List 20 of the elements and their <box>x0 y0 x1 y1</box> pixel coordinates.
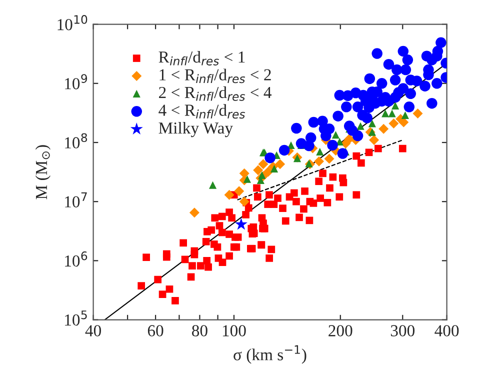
y-tick-label: 10$^{5}$ <box>65 310 87 326</box>
y-tick-label: 10$^{8}$ <box>65 133 88 148</box>
y-tick-label: 10$^{6}$ <box>65 251 88 267</box>
y-tick-label: 10$^{10}$ <box>58 15 88 30</box>
x-tick-label: 400 <box>434 325 459 336</box>
x-tick-label: 40 <box>85 325 101 336</box>
x-axis-title: σ (km s$^{−1}$) <box>234 345 306 364</box>
legend-label: 4 < R$_{infl}$/d$_{res}$ <box>158 104 246 119</box>
x-tick-label: 200 <box>328 325 352 336</box>
legend-label: Milky Way <box>158 122 233 138</box>
legend-label: R$_{infl}$/d$_{res}$ < 1 <box>158 50 245 66</box>
x-tick-label: 60 <box>148 325 164 336</box>
x-tick-label: 300 <box>390 325 415 336</box>
x-tick-label: 100 <box>222 325 246 336</box>
y-tick-label: 10$^{9}$ <box>65 74 88 90</box>
y-tick-label: 10$^{7}$ <box>65 192 87 208</box>
y-axis-title: M (M$_{⊙}$) <box>35 145 50 200</box>
legend-label: 1 < R$_{infl}$/d$_{res}$ < 2 <box>160 68 271 84</box>
x-tick-label: 80 <box>192 325 208 336</box>
legend-label: 2 < R$_{infl}$/d$_{res}$ < 4 <box>159 86 272 101</box>
